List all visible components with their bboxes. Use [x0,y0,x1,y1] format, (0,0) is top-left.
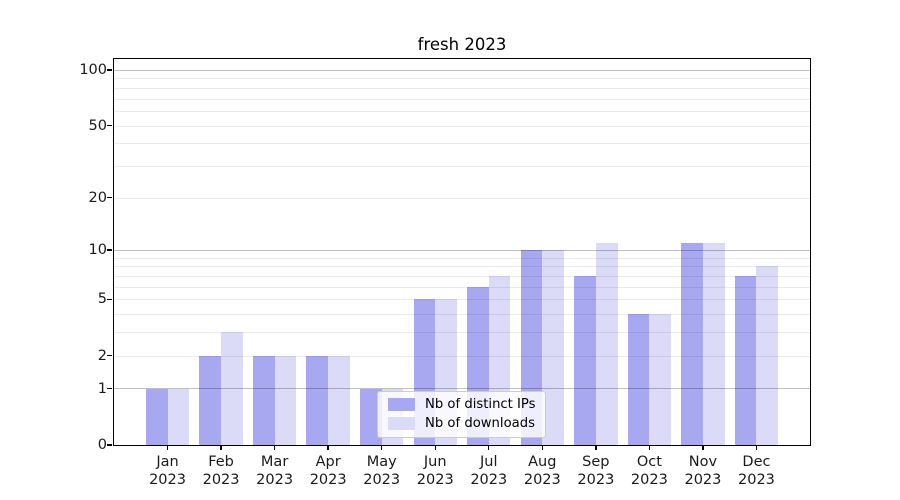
bar-downloads-oct [649,314,672,445]
x-axis-tick-apr [327,445,329,450]
gridline-y-90 [114,78,810,80]
x-tick-label-oct: Oct 2023 [614,454,684,489]
y-tick-label-2: 2 [97,347,107,364]
x-axis-tick-may [380,445,383,450]
y-tick-label-10: 10 [88,242,107,259]
y-axis-tick-2 [107,355,112,357]
x-tick-label-dec: Dec 2023 [721,454,791,489]
x-tick-year-feb: 2023 [202,471,240,488]
y-axis-tick-1 [107,387,112,390]
x-tick-year-may: 2023 [363,471,401,488]
bar-ips-dec [734,276,757,445]
x-axis-tick-jul [488,445,490,450]
x-axis-tick-feb [220,445,222,450]
x-tick-year-oct: 2023 [630,471,668,488]
y-axis-tick-10 [107,249,112,251]
bar-downloads-nov [702,243,725,445]
gridline-y-30 [114,165,810,167]
bar-downloads-feb [221,332,243,445]
bar-ips-apr [306,355,329,445]
x-tick-label-apr: Apr 2023 [293,454,363,489]
y-tick-label-0: 0 [97,437,107,453]
x-axis-tick-dec [755,445,758,450]
bar-ips-jan [145,388,168,445]
x-tick-year-dec: 2023 [738,471,775,488]
legend-item-distinct-ips: Nb of distinct IPs [388,397,536,412]
x-axis-tick-jan [166,445,169,450]
x-tick-label-nov: Nov 2023 [668,454,738,489]
legend-item-downloads: Nb of downloads [388,416,536,431]
x-tick-label-may: May 2023 [347,454,417,489]
y-axis-tick-5 [107,298,112,301]
y-tick-label-5: 5 [97,291,107,308]
gridline-y-60 [114,110,810,112]
gridline-y-40 [114,143,810,145]
x-axis-tick-aug [541,445,543,450]
bar-ips-may [360,388,382,445]
bar-ips-sep [574,276,596,445]
bar-ips-nov [681,243,703,445]
bar-downloads-apr [328,355,350,445]
legend-label-distinct-ips: Nb of distinct IPs [425,397,536,412]
gridline-y-70 [114,98,810,100]
y-axis-tick-20 [107,196,112,199]
x-axis-tick-sep [595,445,597,450]
bar-downloads-mar [274,355,297,445]
x-axis-tick-jun [434,445,436,450]
chart-title: fresh 2023 [417,35,507,54]
x-tick-year-jan: 2023 [149,471,186,488]
bar-downloads-sep [595,243,618,445]
x-tick-label-mar: Mar 2023 [240,454,310,489]
gridline-y-20 [114,197,810,199]
bar-downloads-dec [756,266,779,445]
gridline-y-80 [114,87,810,89]
legend-swatch-distinct-ips-icon [388,398,415,411]
y-tick-label-20: 20 [88,189,107,206]
gridline-y-100 [114,69,810,71]
x-tick-year-jun: 2023 [416,471,454,488]
bar-downloads-jan [167,388,190,445]
x-tick-label-sep: Sep 2023 [561,454,631,489]
bar-ips-feb [199,355,222,445]
x-tick-year-sep: 2023 [577,471,615,488]
x-tick-label-jun: Jun 2023 [400,454,470,489]
y-axis-tick-50 [107,124,112,127]
x-tick-year-mar: 2023 [256,471,294,488]
y-axis-tick-100 [107,69,112,71]
x-tick-label-feb: Feb 2023 [186,454,256,489]
x-axis-tick-oct [648,445,651,450]
x-tick-year-nov: 2023 [684,471,722,488]
x-axis-tick-nov [702,445,704,450]
y-axis-tick-0 [107,444,112,446]
plot-area: Nb of distinct IPs Nb of downloads 0 1 2 5 1… [79,58,811,488]
x-tick-label-jan: Jan 2023 [133,454,203,489]
x-tick-label-aug: Aug 2023 [507,454,577,489]
legend: Nb of distinct IPs Nb of downloads [377,391,546,438]
x-tick-label-jul: Jul 2023 [454,454,524,489]
y-tick-label-50: 50 [88,117,107,134]
bar-downloads-aug [542,250,564,445]
x-tick-year-apr: 2023 [309,471,347,488]
x-tick-year-jul: 2023 [470,471,508,488]
bar-ips-oct [627,314,650,445]
gridline-y-50 [114,125,810,127]
legend-label-downloads: Nb of downloads [425,416,535,431]
x-tick-year-aug: 2023 [523,471,561,488]
y-tick-label-1: 1 [97,380,107,397]
bar-ips-mar [252,355,275,445]
x-axis-tick-mar [273,445,276,450]
y-tick-label-100: 100 [79,62,107,78]
legend-swatch-downloads-icon [388,417,415,430]
